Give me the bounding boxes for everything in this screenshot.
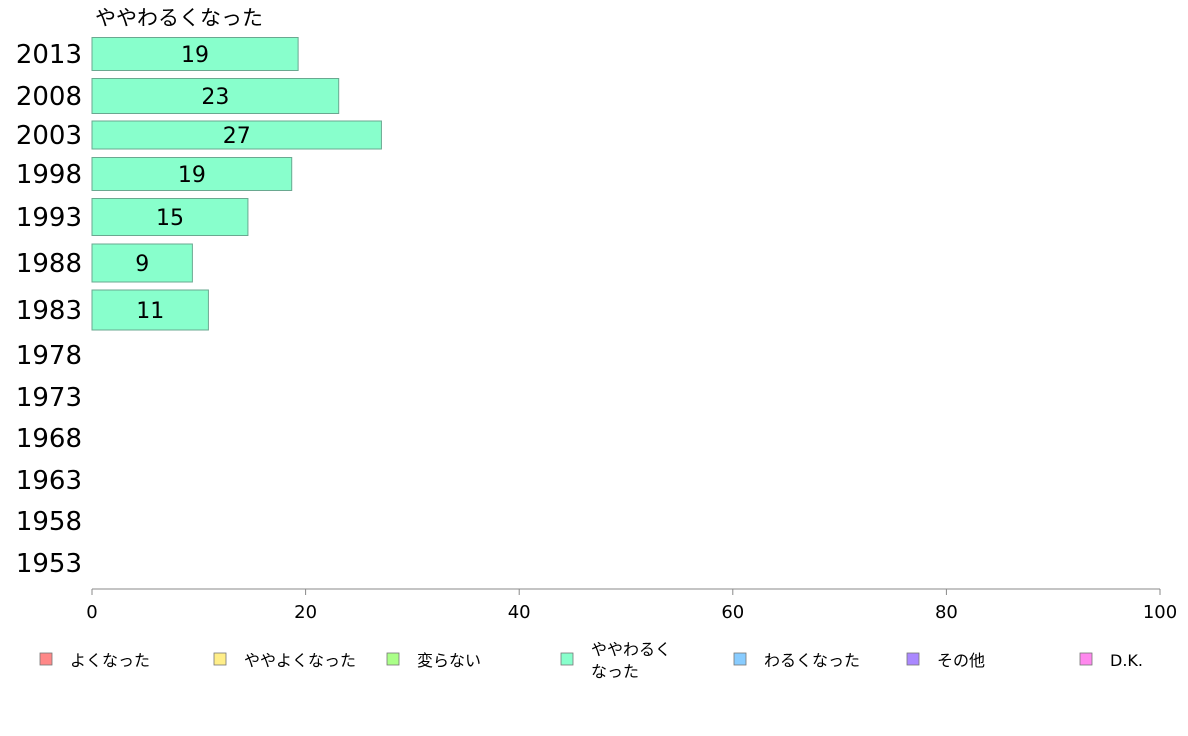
- legend-label: 変らない: [417, 651, 481, 670]
- legend-label: ややわるくなった: [591, 640, 671, 681]
- bar: [91, 37, 299, 71]
- x-tick-label: 60: [721, 602, 744, 623]
- bar-value-label: 19: [178, 163, 206, 188]
- x-tick-label: 0: [86, 602, 97, 623]
- category-label: 2003: [16, 121, 82, 151]
- x-tick-label: 100: [1143, 602, 1177, 623]
- category-label: 1953: [16, 549, 82, 579]
- bar-value-label: 15: [156, 206, 184, 231]
- bar-value-label: 19: [181, 43, 209, 68]
- legend: よくなった ややよくなった 変らない ややわるくなった わるくなった その他 D.K.: [39, 640, 1143, 681]
- bar-value-label: 27: [223, 124, 251, 149]
- legend-swatch: [1079, 652, 1093, 666]
- bar: [91, 289, 209, 331]
- bar: [91, 157, 293, 191]
- legend-swatch: [560, 652, 574, 666]
- legend-swatch: [39, 652, 53, 666]
- legend-label: わるくなった: [764, 651, 860, 670]
- category-label: 2013: [16, 40, 82, 70]
- legend-label: D.K.: [1110, 651, 1143, 670]
- legend-label: その他: [937, 651, 985, 670]
- category-label: 1958: [16, 507, 82, 537]
- legend-swatch: [906, 652, 920, 666]
- category-label: 1998: [16, 160, 82, 190]
- bar-value-label: 23: [201, 85, 229, 110]
- category-label: 1988: [16, 249, 82, 279]
- bar-value-label: 9: [135, 252, 149, 277]
- category-label: 1968: [16, 424, 82, 454]
- category-labels: 2013 2008 2003 1998 1993 1988 1983 1978 1973 1968…: [16, 40, 82, 579]
- legend-label: よくなった: [70, 651, 150, 670]
- x-tick-label: 80: [935, 602, 958, 623]
- legend-swatch: [213, 652, 227, 666]
- legend-label: ややよくなった: [244, 651, 356, 670]
- bar: [91, 78, 340, 114]
- category-label: 1993: [16, 203, 82, 233]
- bars: 19 23 27 19 15 9 11: [91, 37, 382, 331]
- bar: [91, 243, 193, 283]
- category-label: 1963: [16, 466, 82, 496]
- category-label: 1978: [16, 341, 82, 371]
- legend-swatch: [733, 652, 747, 666]
- x-tick-label: 20: [294, 602, 317, 623]
- category-label: 2008: [16, 82, 82, 112]
- category-label: 1983: [16, 296, 82, 326]
- chart-title: ややわるくなった: [95, 6, 263, 30]
- bar-value-label: 11: [136, 299, 164, 324]
- x-tick-label: 40: [508, 602, 531, 623]
- bar: [91, 198, 249, 236]
- category-label: 1973: [16, 383, 82, 413]
- bar: [91, 120, 382, 150]
- x-axis: 0 20 40 60 80 100: [86, 588, 1177, 623]
- legend-swatch: [386, 652, 400, 666]
